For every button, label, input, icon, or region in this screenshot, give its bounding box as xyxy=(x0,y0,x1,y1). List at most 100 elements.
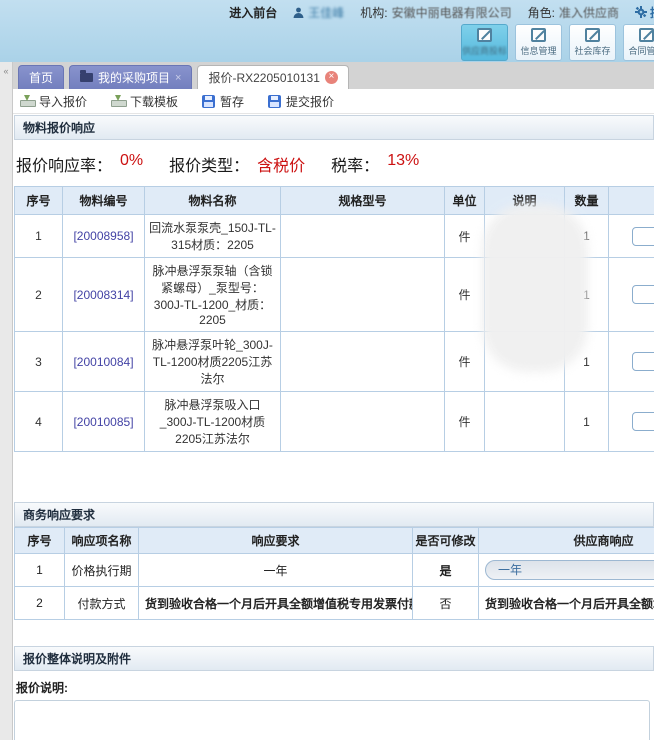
nav-info-management[interactable]: 信息管理 xyxy=(515,24,562,61)
col-code: 物料编号 xyxy=(62,186,145,215)
table-row: 2 付款方式 货到验收合格一个月后开具全额增值税专用发票付款 否 货到验收合格一… xyxy=(14,586,654,620)
quote-type-value: 含税价 xyxy=(257,158,306,175)
business-section-title: 商务响应要求 xyxy=(14,502,654,527)
cell-name: 脉冲悬浮泵泵轴（含锁紧螺母）_泵型号：300J-TL-1200_材质：2205 xyxy=(144,257,281,332)
cell-seq: 2 xyxy=(14,586,65,620)
cell-spec xyxy=(280,257,445,332)
cell-editable: 否 xyxy=(412,586,479,620)
cell-qty: 1 xyxy=(564,391,609,452)
close-icon[interactable]: × xyxy=(324,71,338,84)
settings-control[interactable]: 控 xyxy=(634,4,654,21)
cell-spec xyxy=(280,331,445,392)
table-row: 4 [20010085] 脉冲悬浮泵吸入口_300J-TL-1200材质2205… xyxy=(14,391,654,452)
download-template-button[interactable]: 下载模板 xyxy=(111,93,178,110)
col-seq: 序号 xyxy=(14,186,63,215)
material-section-title: 物料报价响应 xyxy=(14,115,654,140)
cell-spec xyxy=(280,391,445,452)
cell-editable: 是 xyxy=(412,553,479,587)
role-value: 准入供应商 xyxy=(558,5,619,20)
button-label: 导入报价 xyxy=(39,94,88,109)
price-input[interactable] xyxy=(631,226,654,246)
gear-label: 控 xyxy=(650,4,654,21)
tax-rate-value: 13% xyxy=(387,152,420,169)
submit-quote-button[interactable]: 提交报价 xyxy=(268,93,334,110)
import-quote-button[interactable]: 导入报价 xyxy=(20,93,87,110)
material-code-link[interactable]: [20008314] xyxy=(73,287,134,302)
col-seq: 序号 xyxy=(14,527,65,554)
price-input[interactable] xyxy=(631,412,654,431)
user-block[interactable]: 王佳峰 xyxy=(293,4,344,21)
username: 王佳峰 xyxy=(308,5,345,20)
top-band: 进入前台 王佳峰 机构: 安徽中丽电器有限公司 角色: 准入供应商 控 供应商投… xyxy=(0,0,654,62)
material-table-wrap: 序号 物料编号 物料名称 规格型号 单位 说明 数量 1 [20008958] … xyxy=(14,186,654,452)
price-input[interactable] xyxy=(631,352,654,371)
enter-front-link[interactable]: 进入前台 xyxy=(229,5,278,20)
col-response: 供应商响应 xyxy=(478,527,654,554)
tab-my-projects[interactable]: 我的采购项目 × xyxy=(69,65,193,89)
nav-supplier-bidding[interactable]: 供应商投标 xyxy=(461,24,508,61)
blurred-region xyxy=(482,204,588,372)
collapse-arrow-icon: « xyxy=(3,66,9,76)
folder-icon xyxy=(80,70,94,82)
supplier-response-input[interactable]: 一年 xyxy=(485,560,654,580)
edit-icon xyxy=(477,28,492,42)
quote-description-textarea[interactable] xyxy=(14,700,650,740)
col-item: 响应项名称 xyxy=(64,527,139,554)
nav-label: 社会库存 xyxy=(574,46,611,56)
cell-note xyxy=(484,391,565,452)
button-label: 暂存 xyxy=(220,94,245,109)
material-code-link[interactable]: [20010084] xyxy=(73,354,134,369)
tax-rate-label: 税率： xyxy=(331,158,380,175)
material-code-link[interactable]: [20010085] xyxy=(73,414,134,429)
tab-quote[interactable]: 报价-RX2205010131 × xyxy=(197,65,349,89)
tab-home[interactable]: 首页 xyxy=(18,65,65,89)
quote-type-label: 报价类型： xyxy=(169,158,250,175)
tab-label: 首页 xyxy=(29,71,54,85)
tab-bar: 首页 我的采购项目 × 报价-RX2205010131 × xyxy=(0,62,654,89)
price-input[interactable] xyxy=(631,285,654,304)
sidebar-collapse-strip[interactable]: « xyxy=(0,62,13,740)
org-label: 机构: xyxy=(360,5,388,20)
material-code-link[interactable]: [20008958] xyxy=(73,229,134,243)
edit-icon xyxy=(585,28,600,42)
quote-toolbar: 导入报价 下载模板 暂存 提交报价 xyxy=(0,89,654,114)
col-editable: 是否可修改 xyxy=(412,527,479,554)
edit-icon xyxy=(531,28,546,42)
nav-label: 信息管理 xyxy=(520,46,557,56)
cell-spec xyxy=(280,214,445,258)
button-label: 提交报价 xyxy=(286,94,335,109)
nav-label: 合同管理 xyxy=(628,46,654,56)
response-rate-value: 0% xyxy=(120,152,144,169)
col-requirement: 响应要求 xyxy=(138,527,413,554)
gear-icon xyxy=(634,6,647,18)
nav-contract-management[interactable]: 合同管理 xyxy=(623,24,654,61)
col-unit: 单位 xyxy=(444,186,485,215)
cell-response: 货到验收合格一个月后开具全额增值税专用发票付款 xyxy=(478,586,654,620)
col-price xyxy=(608,186,654,215)
org-value: 安徽中丽电器有限公司 xyxy=(391,5,512,20)
cell-seq: 2 xyxy=(14,257,63,332)
cell-unit: 件 xyxy=(444,214,485,258)
cell-seq: 4 xyxy=(14,391,63,452)
col-name: 物料名称 xyxy=(144,186,281,215)
nav-social-inventory[interactable]: 社会库存 xyxy=(569,24,616,61)
org-block: 机构: 安徽中丽电器有限公司 xyxy=(360,4,511,21)
business-header-row: 序号 响应项名称 响应要求 是否可修改 供应商响应 xyxy=(14,527,654,554)
temp-save-button[interactable]: 暂存 xyxy=(202,93,244,110)
close-icon[interactable]: × xyxy=(175,71,182,84)
cell-name: 脉冲悬浮泵叶轮_300J-TL-1200材质2205江苏法尔 xyxy=(144,331,281,392)
summary-section-title: 报价整体说明及附件 xyxy=(14,646,654,671)
cell-seq: 1 xyxy=(14,553,65,587)
save-icon xyxy=(202,94,216,108)
col-qty: 数量 xyxy=(564,186,609,215)
cell-seq: 1 xyxy=(14,214,63,258)
cell-requirement: 一年 xyxy=(138,553,413,587)
material-header-row: 序号 物料编号 物料名称 规格型号 单位 说明 数量 xyxy=(14,186,654,215)
cell-seq: 3 xyxy=(14,331,63,392)
quote-stats: 报价响应率： 0% 报价类型： 含税价 税率： 13% xyxy=(14,140,654,186)
edit-icon xyxy=(639,28,654,42)
top-nav: 供应商投标 信息管理 社会库存 合同管理 xyxy=(0,22,654,61)
response-rate-label: 报价响应率： xyxy=(16,158,113,175)
topbar: 进入前台 王佳峰 机构: 安徽中丽电器有限公司 角色: 准入供应商 控 xyxy=(0,0,654,22)
